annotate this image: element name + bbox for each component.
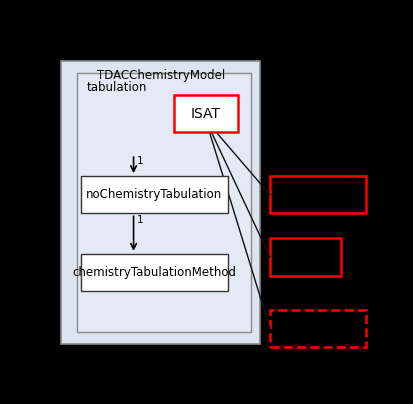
Bar xyxy=(269,176,366,213)
Text: tabulation: tabulation xyxy=(87,81,147,94)
Bar xyxy=(81,176,228,213)
Bar xyxy=(269,238,340,276)
Text: TDACChemistryModel: TDACChemistryModel xyxy=(97,69,224,82)
Bar xyxy=(77,74,250,332)
Text: 1: 1 xyxy=(136,156,143,166)
Text: 1: 1 xyxy=(136,215,143,225)
Text: noChemistryTabulation: noChemistryTabulation xyxy=(86,188,222,201)
Bar xyxy=(61,61,260,344)
Bar xyxy=(173,95,237,133)
Text: chemistryTabulationMethod: chemistryTabulationMethod xyxy=(72,266,236,279)
Bar xyxy=(269,310,366,347)
Text: ISAT: ISAT xyxy=(190,107,220,121)
Bar xyxy=(81,254,228,291)
